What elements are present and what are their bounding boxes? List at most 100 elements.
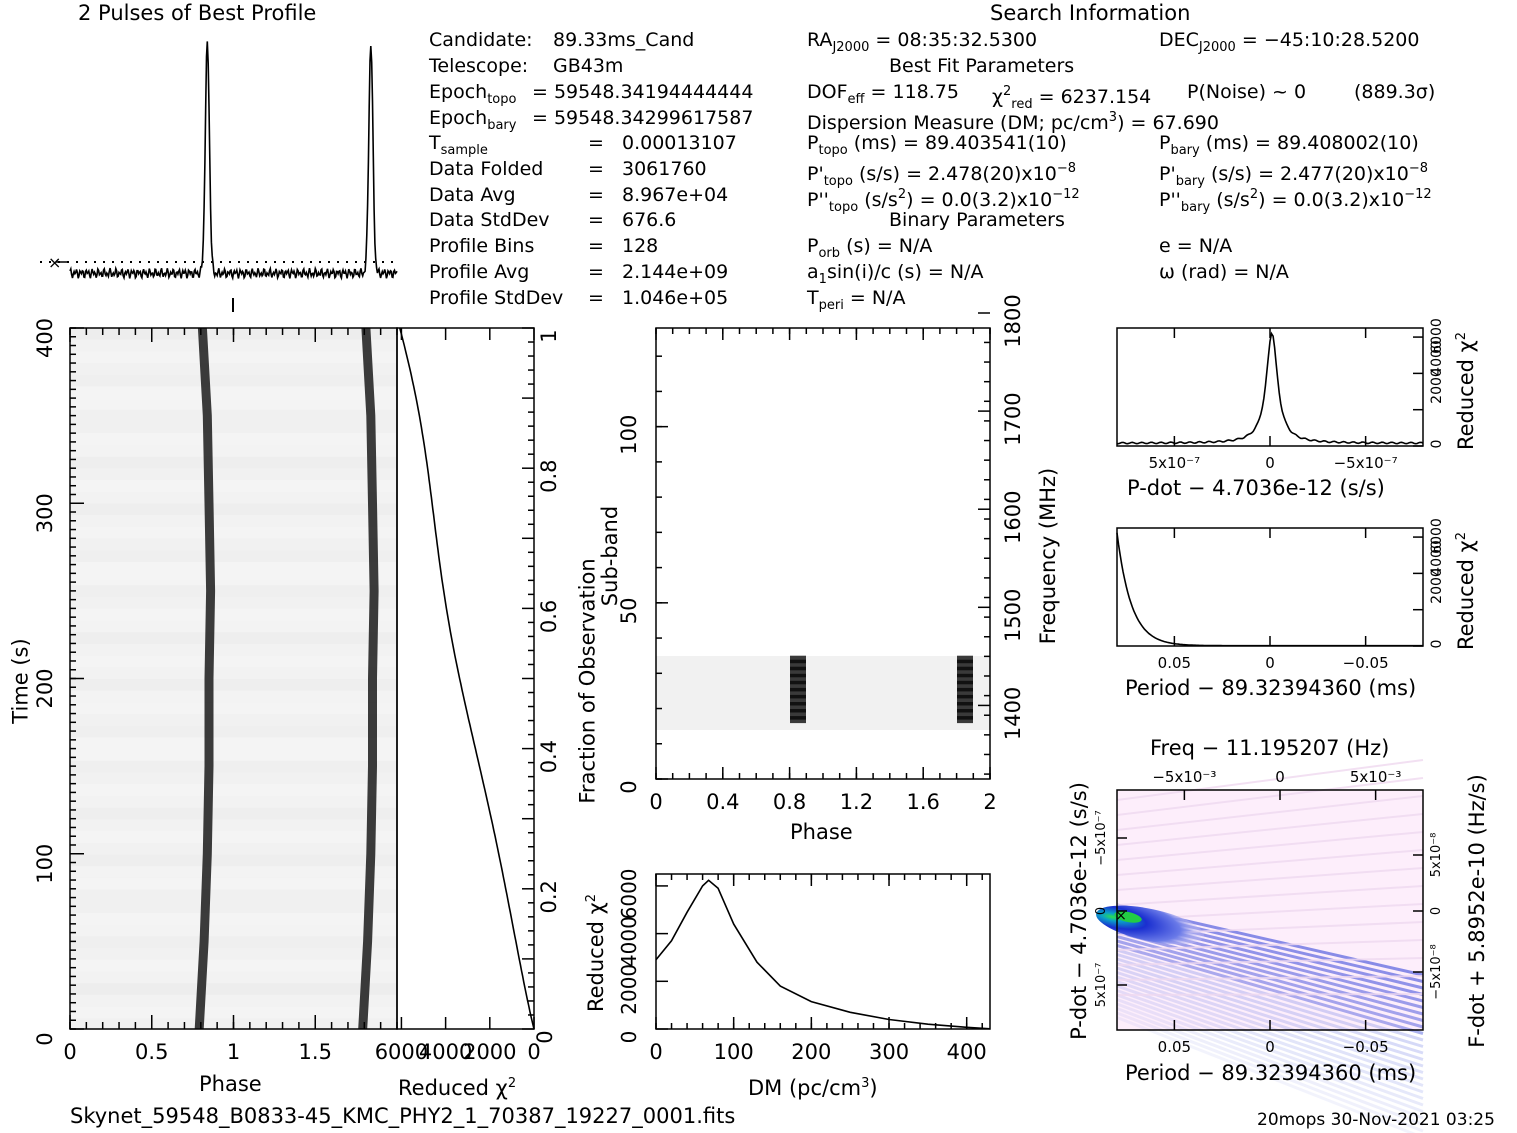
p-pdot-streak [1116,989,1424,1100]
chi2-bottom-text: Reduced χ [398,1076,508,1100]
footer-filename: Skynet_59548_B0833-45_KMC_PHY2_1_70387_1… [70,1104,736,1128]
y-tick-label: 0 [1429,440,1445,449]
time-phase-panel: 0 0.5 1 1.5 0 100 200 300 400 [33,318,398,1064]
y-tick-label: 100 [617,415,641,455]
data-avg-eq: = [588,184,604,206]
pp-period-axis-title: Period − 89.32394360 (ms) [1125,1061,1417,1085]
noise-stripe [70,760,397,773]
y-tick-label: 4000 [617,916,641,967]
dm-frame [655,873,991,1030]
dm-line: Dispersion Measure (DM; pc/cm3) = 67.690 [807,110,1219,134]
p-pdot-streak [1116,993,1424,1107]
x-tick-label: 0 [649,790,662,814]
a1sini-value: sin(i)/c (s) = N/A [826,261,984,283]
candidate-label: Candidate: [429,29,533,51]
time-axis-title: Time (s) [8,638,33,724]
noise-stripe [70,643,397,656]
x-tick-label: 2 [983,790,996,814]
x-tick-label: 0 [527,1040,540,1064]
epoch-bary-text: Epoch [429,107,488,129]
noise-stripe [70,597,397,609]
subband-pulse-cell [790,662,806,667]
noise-stripe [70,983,397,995]
subband-pulse-cell [957,662,973,667]
ra-line: RAJ2000 = 08:35:32.5300 [807,29,1038,55]
x-tick-label: 6000 [375,1040,428,1064]
x-tick-label: 200 [791,1040,831,1064]
epoch-topo-label: Epochtopo [429,82,516,110]
subband-pulse-cell [957,701,973,706]
pdbary-line: P'bary (s/s) = 2.477(20)x10−8 [1159,161,1429,189]
y2-tick-label: 0 [1429,907,1444,915]
y2-tick-label: 1500 [1001,589,1025,642]
noise-stripe [70,409,397,422]
a1sini-line: a1sin(i)/c (s) = N/A [807,261,984,287]
y-tick-label: 0 [33,1032,57,1045]
p-pdot-faint-streak [1116,777,1424,816]
noise-stripe [70,538,397,551]
pddbary-line: P''bary (s/s2) = 0.0(3.2)x10−12 [1159,187,1432,215]
subband-pulse-cell [957,676,973,681]
noise-stripe [70,655,397,668]
noise-stripe [70,339,397,352]
noise-stripe [70,491,397,504]
pp-fdot-axis-title: F-dot + 5.8952e-10 (Hz/s) [1464,774,1489,1048]
pdtopo-value: (s/s) = 2.478(20)x10 [859,163,1057,185]
profile-stddev-value: 1.046e+05 [622,287,729,309]
noise-stripe [70,702,397,715]
noise-stripe [70,562,397,574]
y-tick-label: 2000 [617,964,641,1015]
p-pdot-faint-streak [1116,957,1424,966]
p-pdot-axes: 0.05 0 −0.05 −5x10⁻³ 0 5x10⁻³ −5x10⁻⁷ 0 5x10⁻⁷ 5x… [1094,768,1444,1056]
pdot-chi2-text: Reduced χ [1454,340,1479,451]
noise-stripe [70,913,397,925]
p-pdot-panel: 0.05 0 −0.05 −5x10⁻³ 0 5x10⁻³ −5x10⁻⁷ 0 5x10⁻⁷ 5x… [1094,759,1444,1133]
noise-stripe [70,632,397,644]
subband-pulse-cell [957,708,973,713]
noise-stripe [70,772,397,785]
noise-stripe [70,924,397,937]
noise-stripe [70,936,397,949]
noise-stripe [70,433,397,445]
y-tick-label: 1 [537,329,561,342]
y-tick-label: 2000 [1429,368,1445,404]
p-pdot-faint-streak [1116,867,1424,891]
subband-pulse-cell [957,698,973,702]
y-tick-label: 2000 [1429,568,1445,604]
p-pdot-faint-streak [1116,831,1424,861]
profile-avg-eq: = [588,261,604,283]
p-pdot-streak [1116,980,1424,1087]
y-tick-label: 6000 [617,868,641,919]
subband-signal-region [656,656,990,730]
y2-tick-label: −5x10⁻⁸ [1429,944,1444,999]
ptopo-line: Ptopo (ms) = 89.403541(10) [807,132,1067,158]
pdtopo-line: P'topo (s/s) = 2.478(20)x10−8 [807,161,1077,189]
profile-marker-icon: × [48,253,61,272]
noise-stripe [70,877,397,890]
noise-stripe [70,386,397,399]
noise-stripe [70,749,397,761]
pp-pdot-axis-title: P-dot − 4.7036e-12 (s/s) [1066,782,1091,1040]
x-tick-label: 4000 [419,1040,472,1064]
data-avg-value: 8.967e+04 [622,184,729,206]
y-tick-label: 400 [33,318,57,358]
y-tick-label: 0.6 [537,600,561,633]
binary-heading: Binary Parameters [889,209,1065,231]
chi2-line: χ2red = 6237.154 [992,84,1152,112]
y2-tick-label: 5x10⁻⁸ [1429,833,1444,878]
noise-stripe [70,866,397,878]
y-tick-label: 300 [33,493,57,533]
chi2-value: = 6237.154 [1038,86,1152,108]
porb-line: Porb (s) = N/A [807,235,933,261]
p-pdot-streak [1116,1007,1424,1126]
y-tick-label: −5x10⁻⁷ [1094,810,1109,865]
data-stddev-eq: = [588,209,604,231]
x-tick-label: 5x10⁻⁷ [1149,454,1200,472]
noise-stripe [70,690,397,703]
data-folded-label: Data Folded [429,158,544,180]
p-pdot-faint-streak [1116,795,1424,831]
dm-axis-text: DM (pc/cm [748,1076,862,1100]
